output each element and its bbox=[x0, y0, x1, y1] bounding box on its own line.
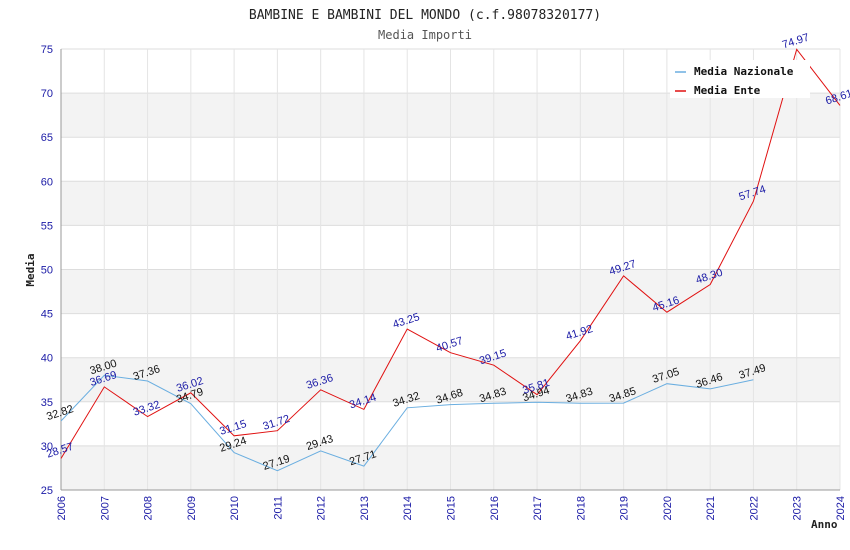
legend-label-media-ente: Media Ente bbox=[694, 84, 761, 97]
series-line-media-ente bbox=[60, 48, 841, 459]
y-tick-label: 55 bbox=[41, 220, 53, 232]
x-tick-label: 2023 bbox=[792, 496, 804, 520]
axes bbox=[60, 49, 840, 491]
y-tick-label: 45 bbox=[41, 309, 53, 321]
x-tick-label: 2014 bbox=[402, 496, 414, 520]
x-tick-label: 2020 bbox=[662, 496, 674, 520]
y-axis-label: Media bbox=[24, 253, 37, 286]
y-tick-label: 70 bbox=[41, 88, 53, 100]
x-tick-label: 2006 bbox=[56, 496, 68, 520]
x-axis-ticks: 2006 2007 2008 2009 2010 2011 2012 2013 2014 2015… bbox=[56, 496, 847, 520]
y-tick-label: 50 bbox=[41, 265, 53, 277]
x-tick-label: 2022 bbox=[748, 496, 760, 520]
x-tick-label: 2010 bbox=[229, 496, 241, 520]
y-tick-label: 25 bbox=[41, 485, 53, 497]
x-tick-label: 2019 bbox=[619, 496, 631, 520]
legend-box bbox=[670, 60, 810, 98]
x-axis-label: Anno bbox=[811, 518, 838, 531]
x-tick-label: 2013 bbox=[359, 496, 371, 520]
y-axis-ticks: 25 30 35 40 45 50 55 60 65 70 75 bbox=[41, 44, 53, 497]
data-label: 74.97 bbox=[781, 31, 811, 51]
x-tick-label: 2024 bbox=[835, 496, 847, 520]
y-tick-label: 75 bbox=[41, 44, 53, 56]
x-tick-label: 2021 bbox=[705, 496, 717, 520]
x-tick-label: 2011 bbox=[272, 496, 284, 520]
chart-title: BAMBINE E BAMBINI DEL MONDO (c.f.9807832… bbox=[249, 8, 601, 23]
series-layer bbox=[60, 48, 841, 472]
y-tick-label: 60 bbox=[41, 176, 53, 188]
chart-subtitle: Media Importi bbox=[378, 28, 472, 42]
legend-label-media-nazionale: Media Nazionale bbox=[694, 65, 794, 78]
y-tick-label: 40 bbox=[41, 353, 53, 365]
x-tick-label: 2008 bbox=[143, 496, 155, 520]
legend: Media Nazionale Media Ente bbox=[670, 60, 810, 98]
x-tick-label: 2007 bbox=[99, 496, 111, 520]
y-tick-label: 65 bbox=[41, 132, 53, 144]
x-tick-label: 2017 bbox=[532, 496, 544, 520]
x-tick-label: 2012 bbox=[316, 496, 328, 520]
x-tick-label: 2009 bbox=[186, 496, 198, 520]
y-tick-label: 30 bbox=[41, 441, 53, 453]
y-tick-label: 35 bbox=[41, 397, 53, 409]
x-tick-label: 2018 bbox=[575, 496, 587, 520]
series-line-media-nazionale bbox=[60, 374, 754, 472]
x-tick-label: 2016 bbox=[489, 496, 501, 520]
x-tick-label: 2015 bbox=[446, 496, 458, 520]
